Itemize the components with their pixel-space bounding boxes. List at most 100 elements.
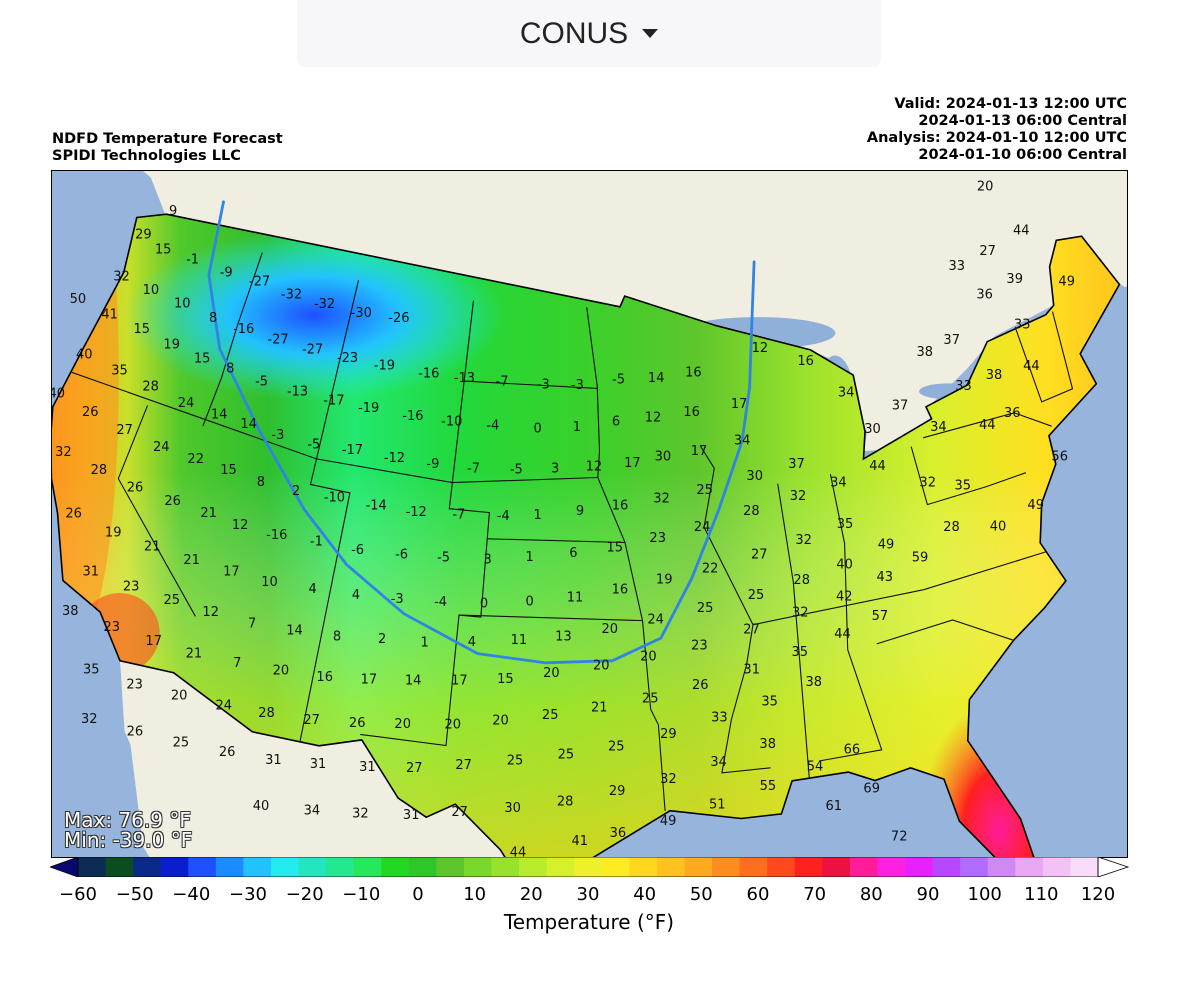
temp-label: 3	[483, 552, 491, 567]
temp-label: 13	[555, 630, 572, 645]
state-boundary-12	[910, 446, 1027, 506]
temp-label: -3	[571, 378, 584, 393]
temp-label: -27	[249, 275, 270, 290]
temp-label: -3	[391, 592, 404, 607]
temp-label: 1	[573, 420, 581, 435]
temp-label: 15	[155, 243, 172, 258]
temp-label: 31	[265, 753, 282, 768]
analysis-central: 2024-01-10 06:00 Central	[918, 147, 1127, 163]
temp-label: -26	[388, 311, 409, 326]
colorbar-tick-label: 110	[1024, 884, 1059, 905]
colorbar-tick-label: 90	[916, 884, 940, 905]
colorbar-tick-label: −20	[285, 884, 324, 905]
temp-label: 17	[451, 674, 468, 689]
temp-label: -5	[437, 551, 450, 566]
temp-label: 27	[455, 758, 472, 773]
conus-coastline	[52, 213, 1121, 857]
temp-label: -16	[233, 322, 254, 337]
colorbar-segment	[849, 857, 879, 877]
colorbar-tick-label: 60	[746, 884, 770, 905]
temp-label: -16	[266, 528, 287, 543]
temp-label: 31	[743, 662, 760, 677]
temp-label: 22	[187, 452, 204, 467]
temp-label: 40	[52, 387, 65, 402]
temp-label: 30	[864, 422, 881, 437]
temp-label: 25	[164, 593, 181, 608]
temp-label: 10	[143, 283, 160, 298]
temp-label: -32	[314, 297, 335, 312]
temp-label: 9	[576, 504, 584, 519]
colorbar-segment	[243, 857, 272, 877]
temp-label: 16	[316, 670, 333, 685]
temp-label: 10	[261, 575, 278, 590]
temp-label: 27	[751, 548, 768, 563]
max-temperature: Max: 76.9 °F	[64, 808, 191, 832]
temp-label: 16	[612, 498, 629, 513]
temp-label: 0	[480, 597, 488, 612]
colorbar-segment	[684, 857, 713, 877]
temp-label: 37	[892, 399, 909, 414]
temp-label: -13	[287, 385, 308, 400]
colorbar-segment	[160, 857, 189, 877]
temp-label: 21	[183, 553, 200, 568]
temp-label: -6	[395, 548, 408, 563]
temp-label: 28	[793, 573, 810, 588]
state-boundary-10	[777, 483, 810, 779]
temp-label: -30	[351, 306, 372, 321]
temp-label: -1	[310, 535, 323, 550]
temp-label: 28	[258, 706, 275, 721]
temp-label: 32	[653, 492, 670, 507]
temp-label: 26	[164, 494, 181, 509]
colorbar-segment	[326, 857, 355, 877]
temp-label: 49	[660, 814, 677, 829]
temp-label: 15	[497, 672, 514, 687]
colorbar-tick-label: −60	[59, 884, 97, 905]
temp-label: 19	[105, 525, 122, 540]
temp-label: 49	[1058, 274, 1075, 289]
colorbar-segment	[546, 857, 575, 877]
temp-label: 27	[303, 713, 320, 728]
colorbar	[48, 856, 1130, 881]
temp-label: -27	[267, 333, 288, 348]
temp-label: 34	[734, 434, 751, 449]
temp-label: 16	[797, 354, 814, 369]
colorbar-segment	[519, 857, 548, 877]
colorbar-segment	[905, 857, 934, 877]
temp-label: 33	[949, 259, 966, 274]
colorbar-tick-label: 120	[1080, 884, 1116, 905]
temp-label: 14	[405, 674, 422, 689]
temp-label: 21	[144, 540, 161, 555]
temp-label: -5	[510, 462, 523, 477]
temp-label: 29	[609, 784, 626, 799]
temp-label: -13	[454, 371, 475, 386]
temp-label: 8	[226, 362, 234, 377]
temp-label: -6	[351, 543, 364, 558]
temp-label: 40	[990, 519, 1007, 534]
temp-label: 32	[919, 475, 936, 490]
temp-label: 3	[551, 462, 559, 477]
temp-label: 66	[844, 743, 861, 758]
temp-label: -1	[186, 252, 199, 267]
colorbar-segment	[739, 857, 768, 877]
colorbar-tick-label: 50	[689, 884, 713, 905]
temp-label: 7	[248, 616, 256, 631]
colorbar-segment	[932, 857, 961, 877]
temp-label: 16	[612, 582, 629, 597]
temp-label: 15	[194, 352, 211, 367]
temp-label: 6	[569, 546, 577, 561]
temp-label: 23	[104, 620, 121, 635]
colorbar-segment	[767, 857, 796, 877]
temp-label: 26	[692, 678, 709, 693]
temp-label: 24	[178, 396, 195, 411]
provider-name: SPIDI Technologies LLC	[52, 148, 241, 164]
temp-label: -19	[374, 359, 395, 374]
colorbar-segment	[1015, 857, 1044, 877]
region-select[interactable]: CONUS	[297, 0, 881, 67]
temp-label: 28	[557, 795, 574, 810]
temp-label: 26	[127, 480, 144, 495]
temp-label: 14	[648, 371, 665, 386]
temp-label: -12	[406, 505, 427, 520]
temperature-map[interactable]: 9 29 15 -1 -9 -27 -32 -32 -30 -26 32 10 10 8 -16 -27 -27…	[51, 170, 1128, 858]
temp-label: 42	[836, 590, 853, 605]
temp-label: 72	[891, 830, 908, 845]
